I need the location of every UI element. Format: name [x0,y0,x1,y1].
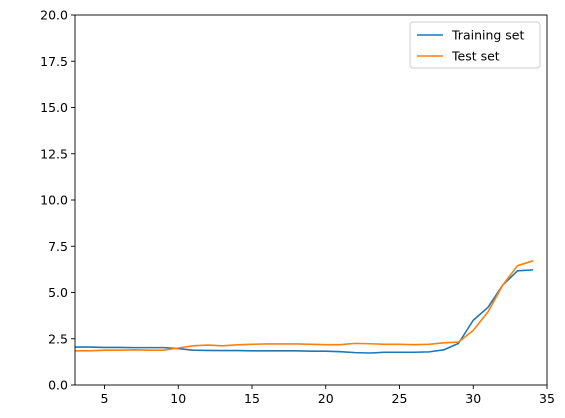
y-tick-label: 20.0 [40,8,68,23]
x-tick-label: 30 [465,391,481,406]
x-tick-label: 5 [101,391,109,406]
series-line-training-set [75,269,534,354]
legend: Training set Test set [409,21,541,69]
y-tick-label: 10.0 [40,193,68,208]
x-tick-label: 20 [318,391,334,406]
legend-label-test-set: Test set [451,49,500,64]
y-tick-label: 7.5 [48,239,68,254]
series-layer [75,260,534,354]
y-tick-label: 17.5 [40,54,68,69]
plot-background [75,15,547,385]
y-tick-label: 0.0 [48,378,68,393]
plot-area [75,15,547,385]
x-tick-label: 10 [170,391,186,406]
series-line-test-set [75,260,534,352]
y-tick-label: 2.5 [48,331,68,346]
x-tick-label: 25 [392,391,408,406]
legend-label-training-set: Training set [451,28,524,43]
x-tick-label: 35 [539,391,555,406]
axes: 5 10 15 20 25 30 35 0.0 2.5 5.0 7.5 10.0 12.5 15.0 17.… [40,8,555,407]
y-tick-label: 5.0 [48,285,68,300]
y-tick-label: 12.5 [40,146,68,161]
x-tick-label: 15 [244,391,260,406]
y-tick-label: 15.0 [40,100,68,115]
